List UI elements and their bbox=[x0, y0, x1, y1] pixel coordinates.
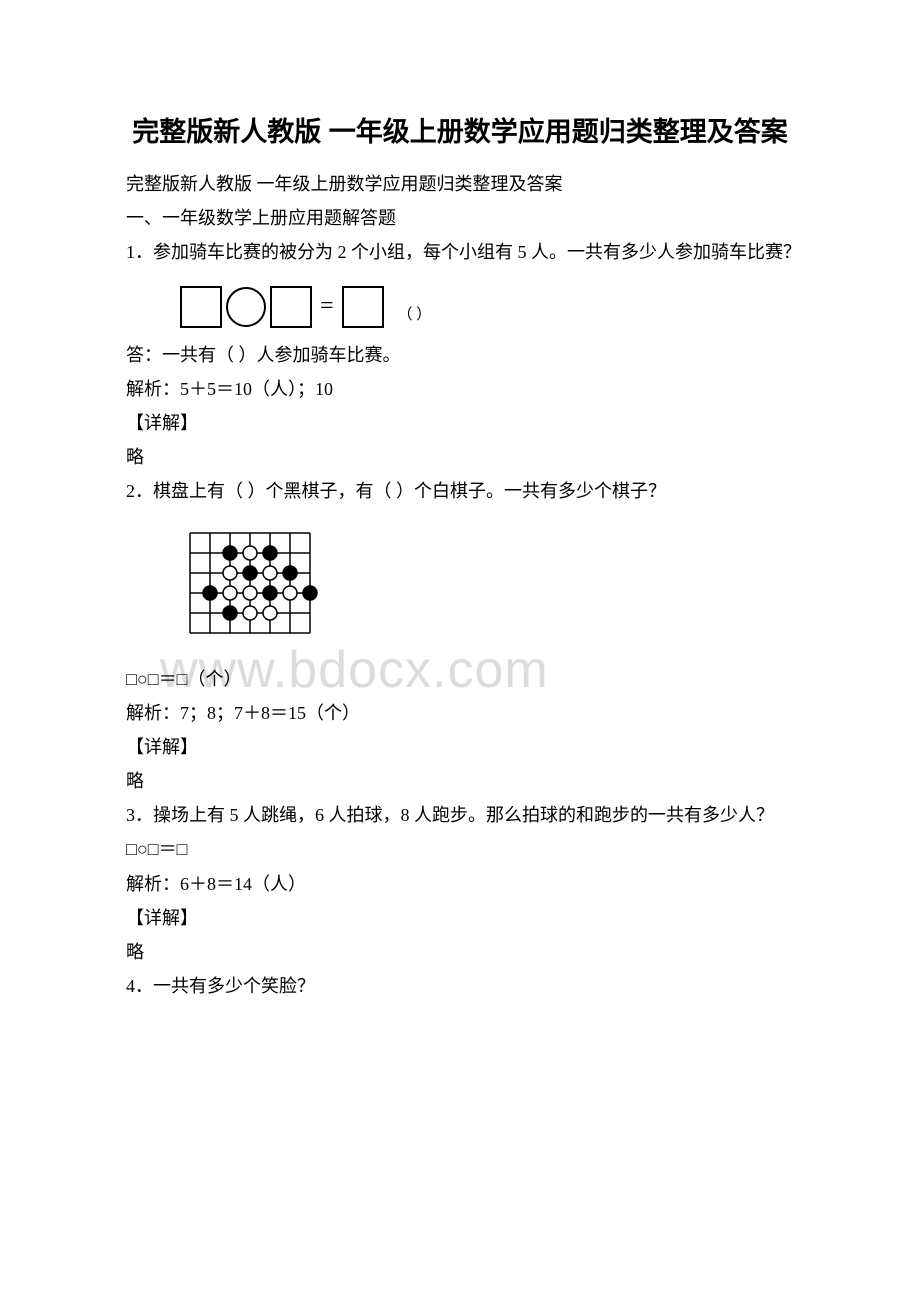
question-1-text: 1．参加骑车比赛的被分为 2 个小组，每个小组有 5 人。一共有多少人参加骑车比… bbox=[90, 235, 830, 269]
page-title: 完整版新人教版 一年级上册数学应用题归类整理及答案 bbox=[90, 110, 830, 149]
question-4-text: 4．一共有多少个笑脸？ bbox=[90, 969, 830, 1003]
subtitle: 完整版新人教版 一年级上册数学应用题归类整理及答案 bbox=[90, 167, 830, 201]
result-box bbox=[342, 286, 384, 328]
go-board-image bbox=[180, 523, 320, 643]
question-2-detail-label: 【详解】 bbox=[90, 730, 830, 764]
question-3-analysis: 解析：6＋8＝14（人） bbox=[90, 867, 830, 901]
operator-circle bbox=[226, 287, 266, 327]
question-3-detail: 略 bbox=[90, 935, 830, 969]
section-heading: 一、一年级数学上册应用题解答题 bbox=[90, 201, 830, 235]
equation-boxes: = （ ） bbox=[180, 286, 830, 328]
operand-box bbox=[180, 286, 222, 328]
question-1-answer: 答：一共有（ ）人参加骑车比赛。 bbox=[90, 338, 830, 372]
question-3-detail-label: 【详解】 bbox=[90, 901, 830, 935]
operand-box bbox=[270, 286, 312, 328]
question-2-analysis: 解析：7；8；7＋8＝15（个） bbox=[90, 696, 830, 730]
question-1-detail-label: 【详解】 bbox=[90, 406, 830, 440]
equals-sign: = bbox=[316, 293, 338, 320]
document-body: 完整版新人教版 一年级上册数学应用题归类整理及答案 完整版新人教版 一年级上册数… bbox=[0, 0, 920, 1043]
question-3-text: 3．操场上有 5 人跳绳，6 人拍球，8 人跑步。那么拍球的和跑步的一共有多少人… bbox=[90, 798, 830, 832]
question-1-detail: 略 bbox=[90, 440, 830, 474]
question-2-detail: 略 bbox=[90, 764, 830, 798]
question-2-text: 2．棋盘上有（ ）个黑棋子，有（ ）个白棋子。一共有多少个棋子？ bbox=[90, 474, 830, 508]
question-1-analysis: 解析：5＋5＝10（人）；10 bbox=[90, 372, 830, 406]
question-3-expr: □○□＝□ bbox=[90, 832, 830, 866]
unit-paren: （ ） bbox=[398, 303, 432, 328]
question-2-expr: □○□＝□（个） bbox=[90, 662, 830, 696]
